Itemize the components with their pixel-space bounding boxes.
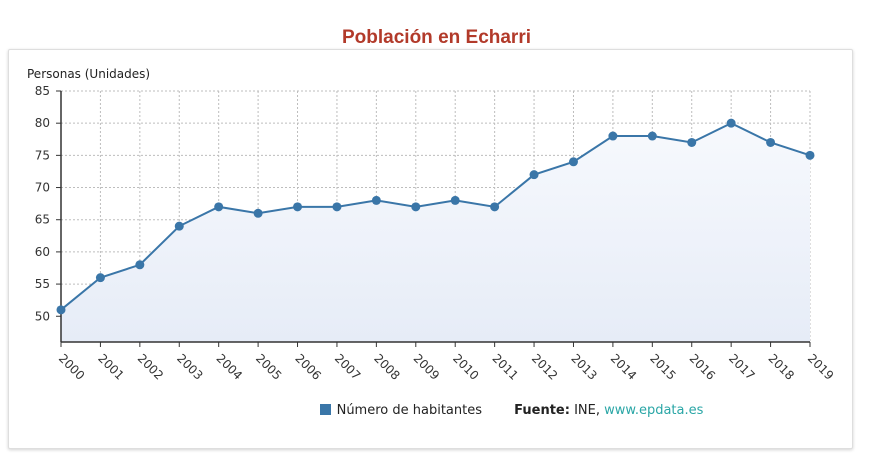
- x-tick-label: 2013: [568, 351, 599, 382]
- y-tick-label: 50: [35, 309, 50, 323]
- data-point[interactable]: [766, 137, 776, 147]
- data-point[interactable]: [135, 260, 145, 270]
- x-tick-label: 2017: [726, 351, 757, 382]
- y-tick-label: 55: [35, 277, 50, 291]
- x-tick-label: 2000: [56, 351, 87, 382]
- legend-label: Número de habitantes: [336, 403, 482, 418]
- series-area: [61, 123, 810, 342]
- data-point[interactable]: [411, 202, 421, 212]
- chart-title: Población en Echarri: [342, 27, 531, 48]
- data-point[interactable]: [529, 170, 539, 180]
- legend: Número de habitantes Fuente: INE, www.ep…: [0, 403, 873, 418]
- y-tick-label: 85: [35, 84, 50, 98]
- data-point[interactable]: [608, 131, 618, 141]
- source-link[interactable]: www.epdata.es: [604, 403, 704, 418]
- x-tick-label: 2009: [411, 351, 442, 382]
- data-point[interactable]: [293, 202, 303, 212]
- y-tick-label: 75: [35, 148, 50, 162]
- source-note: Fuente: INE, www.epdata.es: [514, 403, 703, 418]
- data-point[interactable]: [56, 305, 66, 315]
- legend-item[interactable]: Número de habitantes: [319, 403, 482, 418]
- y-tick-label: 60: [35, 245, 50, 259]
- source-label: Fuente:: [514, 403, 570, 418]
- legend-swatch: [319, 404, 331, 415]
- y-tick-label: 65: [35, 213, 50, 227]
- data-point[interactable]: [450, 195, 460, 205]
- data-point[interactable]: [647, 131, 657, 141]
- x-tick-label: 2002: [135, 351, 166, 382]
- x-tick-label: 2015: [647, 351, 678, 382]
- x-tick-label: 2001: [95, 351, 126, 382]
- data-point[interactable]: [214, 202, 224, 212]
- data-point[interactable]: [490, 202, 500, 212]
- data-point[interactable]: [568, 157, 578, 167]
- x-tick-label: 2007: [332, 351, 363, 382]
- data-point[interactable]: [253, 208, 263, 218]
- x-tick-label: 2016: [687, 351, 718, 382]
- x-tick-label: 2010: [450, 351, 481, 382]
- x-tick-label: 2019: [805, 351, 836, 382]
- x-tick-label: 2018: [765, 351, 796, 382]
- data-point[interactable]: [687, 137, 697, 147]
- x-tick-label: 2012: [529, 351, 560, 382]
- x-tick-label: 2003: [174, 351, 205, 382]
- x-tick-label: 2005: [253, 351, 284, 382]
- data-point[interactable]: [174, 221, 184, 231]
- source-org: INE,: [574, 403, 600, 418]
- data-point[interactable]: [805, 150, 815, 160]
- x-tick-label: 2008: [371, 351, 402, 382]
- series-line: [60, 122, 811, 311]
- x-tick-label: 2011: [490, 351, 521, 382]
- data-point[interactable]: [726, 118, 736, 128]
- data-point[interactable]: [95, 273, 105, 283]
- data-point[interactable]: [332, 202, 342, 212]
- y-axis-title: Personas (Unidades): [27, 67, 150, 81]
- x-tick-label: 2014: [608, 351, 639, 382]
- x-tick-label: 2006: [292, 351, 323, 382]
- data-point[interactable]: [371, 195, 381, 205]
- x-tick-label: 2004: [214, 351, 245, 382]
- y-tick-label: 70: [35, 181, 50, 195]
- y-tick-label: 80: [35, 116, 50, 130]
